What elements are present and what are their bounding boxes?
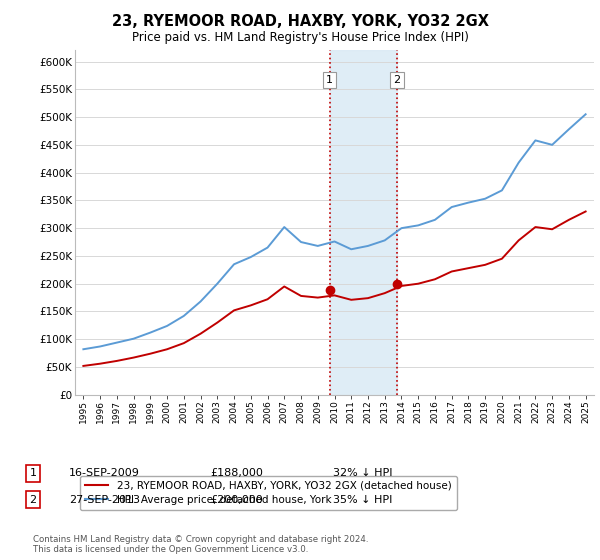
Text: 32% ↓ HPI: 32% ↓ HPI [333,468,392,478]
Text: £200,000: £200,000 [210,494,263,505]
Text: 27-SEP-2013: 27-SEP-2013 [69,494,140,505]
Bar [329,50,397,395]
Text: Contains HM Land Registry data © Crown copyright and database right 2024.
This d: Contains HM Land Registry data © Crown c… [33,535,368,554]
Text: 23, RYEMOOR ROAD, HAXBY, YORK, YO32 2GX: 23, RYEMOOR ROAD, HAXBY, YORK, YO32 2GX [112,14,488,29]
Text: Price paid vs. HM Land Registry's House Price Index (HPI): Price paid vs. HM Land Registry's House … [131,31,469,44]
Legend: 23, RYEMOOR ROAD, HAXBY, YORK, YO32 2GX (detached house), HPI: Average price, de: 23, RYEMOOR ROAD, HAXBY, YORK, YO32 2GX … [80,476,457,510]
Text: 16-SEP-2009: 16-SEP-2009 [69,468,140,478]
Text: 1: 1 [326,74,333,85]
Text: 35% ↓ HPI: 35% ↓ HPI [333,494,392,505]
Text: 2: 2 [29,494,37,505]
Text: £188,000: £188,000 [210,468,263,478]
Text: 1: 1 [29,468,37,478]
Text: 2: 2 [394,74,401,85]
